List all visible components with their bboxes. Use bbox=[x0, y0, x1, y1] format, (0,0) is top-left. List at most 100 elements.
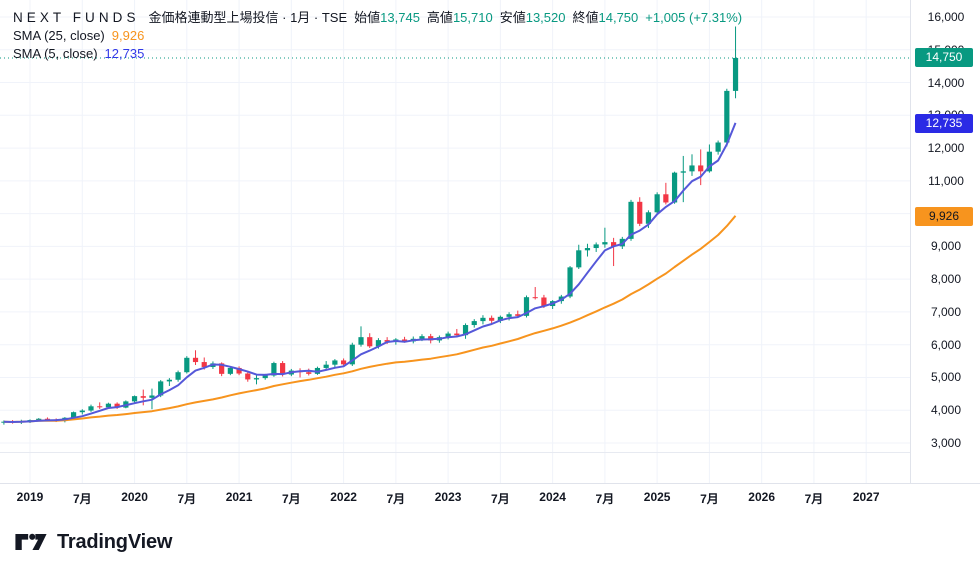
price-tick-label: 8,000 bbox=[930, 272, 962, 287]
candle[interactable] bbox=[724, 90, 730, 143]
candle[interactable] bbox=[184, 357, 190, 373]
candle[interactable] bbox=[454, 333, 460, 336]
candle[interactable] bbox=[349, 344, 355, 365]
last-price-badge: 14,750 bbox=[915, 48, 973, 68]
candle[interactable] bbox=[306, 372, 312, 374]
time-tick-label: 2019 bbox=[16, 490, 44, 504]
price-tick-label: 4,000 bbox=[930, 403, 962, 418]
candle[interactable] bbox=[219, 363, 225, 374]
candle[interactable] bbox=[36, 418, 42, 421]
candle[interactable] bbox=[175, 372, 181, 380]
candle[interactable] bbox=[445, 333, 451, 338]
candle[interactable] bbox=[506, 314, 512, 317]
ohlc-high: 高値15,710 bbox=[426, 10, 493, 25]
candle[interactable] bbox=[140, 396, 146, 398]
candle[interactable] bbox=[262, 375, 268, 379]
indicator-row-sma25[interactable]: SMA (25, close) 9,926 bbox=[13, 27, 742, 44]
price-tick-label: 16,000 bbox=[927, 10, 965, 24]
candle[interactable] bbox=[654, 194, 660, 213]
candlestick-chart[interactable] bbox=[0, 0, 910, 483]
grid bbox=[0, 0, 910, 483]
time-axis[interactable]: 2019 7月 2020 7月 2021 7月 2022 7月 2023 7月 2024 7月 2025… bbox=[0, 483, 980, 513]
candle[interactable] bbox=[131, 396, 138, 402]
footer: TradingView bbox=[0, 512, 980, 574]
candle[interactable] bbox=[280, 363, 286, 375]
candle[interactable] bbox=[88, 406, 94, 411]
time-tick-label: 7月 bbox=[281, 492, 301, 506]
candles[interactable] bbox=[1, 26, 739, 425]
candle[interactable] bbox=[732, 57, 739, 91]
candle[interactable] bbox=[227, 367, 233, 374]
pane-separator[interactable] bbox=[0, 452, 980, 453]
time-tick-label: 7月 bbox=[177, 492, 197, 506]
candle[interactable] bbox=[497, 316, 503, 321]
candle[interactable] bbox=[236, 367, 242, 374]
candle[interactable] bbox=[471, 321, 477, 326]
candle[interactable] bbox=[97, 406, 103, 408]
sma5-value: 12,735 bbox=[104, 46, 145, 61]
candle[interactable] bbox=[419, 336, 425, 339]
candle[interactable] bbox=[523, 297, 530, 316]
indicator-row-sma5[interactable]: SMA (5, close) 12,735 bbox=[13, 45, 742, 62]
candle[interactable] bbox=[698, 165, 704, 172]
candle[interactable] bbox=[253, 378, 260, 380]
sma-25-line[interactable] bbox=[3, 215, 737, 423]
candle[interactable] bbox=[593, 244, 599, 249]
candle[interactable] bbox=[489, 317, 495, 321]
candle[interactable] bbox=[576, 250, 582, 268]
candle[interactable] bbox=[532, 297, 538, 299]
candle[interactable] bbox=[628, 201, 634, 239]
candle[interactable] bbox=[462, 325, 469, 336]
tradingview-logo-icon bbox=[15, 533, 47, 551]
candle[interactable] bbox=[680, 171, 686, 173]
candle[interactable] bbox=[480, 317, 486, 322]
sma25-label: SMA (25, close) bbox=[13, 28, 105, 43]
candle[interactable] bbox=[332, 360, 338, 365]
candle[interactable] bbox=[637, 201, 643, 224]
candle[interactable] bbox=[166, 379, 172, 382]
candle[interactable] bbox=[671, 172, 678, 203]
candle[interactable] bbox=[70, 412, 77, 418]
candle[interactable] bbox=[706, 151, 713, 172]
candle[interactable] bbox=[375, 340, 382, 347]
candle[interactable] bbox=[158, 381, 164, 396]
candle[interactable] bbox=[515, 314, 521, 316]
candle[interactable] bbox=[689, 165, 695, 172]
time-tick-label: 7月 bbox=[491, 492, 510, 506]
candle[interactable] bbox=[584, 248, 591, 251]
candle[interactable] bbox=[367, 337, 373, 347]
candle[interactable] bbox=[44, 418, 51, 420]
candle[interactable] bbox=[602, 242, 608, 245]
candle[interactable] bbox=[340, 360, 347, 365]
sma-5-line[interactable] bbox=[3, 122, 737, 423]
sma25-badge: 9,926 bbox=[915, 206, 973, 226]
candle[interactable] bbox=[79, 410, 85, 413]
candle[interactable] bbox=[201, 362, 207, 367]
candle[interactable] bbox=[149, 395, 155, 398]
candle[interactable] bbox=[245, 373, 251, 380]
symbol-description: 金価格連動型上場投信 · 1月 · TSE bbox=[148, 10, 348, 25]
candle[interactable] bbox=[401, 339, 408, 342]
time-tick-label: 7月 bbox=[595, 492, 615, 506]
candle[interactable] bbox=[611, 242, 617, 247]
time-tick-label: 2023 bbox=[434, 490, 462, 504]
candle[interactable] bbox=[384, 340, 390, 342]
price-axis[interactable]: 16,00015,00014,00013,00012,00011,00010,0… bbox=[910, 0, 980, 483]
candle[interactable] bbox=[105, 403, 112, 408]
candle[interactable] bbox=[567, 267, 573, 297]
candle[interactable] bbox=[645, 212, 652, 224]
candle[interactable] bbox=[271, 363, 277, 376]
ohlc-open: 始値13,745 bbox=[354, 10, 420, 25]
change-value: +1,005 (+7.31%) bbox=[645, 10, 743, 25]
symbol-row[interactable]: NEXT FUNDS 金価格連動型上場投信 · 1月 · TSE 始値13,74… bbox=[13, 9, 742, 26]
candle[interactable] bbox=[192, 357, 199, 363]
candle[interactable] bbox=[715, 142, 721, 152]
tradingview-logo[interactable]: TradingView bbox=[14, 529, 172, 555]
chart-pane[interactable]: NEXT FUNDS 金価格連動型上場投信 · 1月 · TSE 始値13,74… bbox=[0, 0, 910, 483]
candle[interactable] bbox=[358, 337, 364, 345]
candle[interactable] bbox=[541, 297, 547, 307]
candle[interactable] bbox=[663, 194, 669, 203]
candle[interactable] bbox=[114, 403, 120, 408]
time-tick-label: 2025 bbox=[643, 490, 671, 504]
candle[interactable] bbox=[323, 364, 329, 368]
